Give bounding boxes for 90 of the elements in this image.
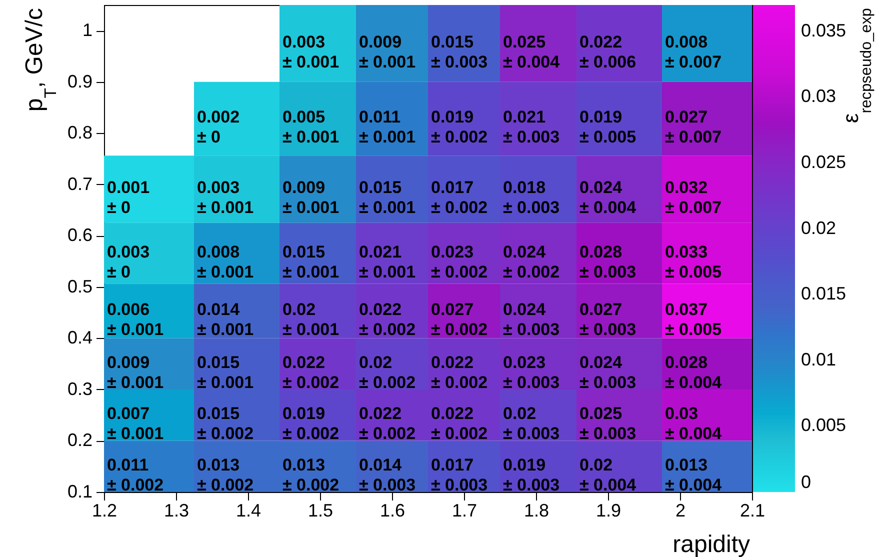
- data-label: 0.015 ± 0.001: [359, 178, 416, 218]
- data-label: 0.027 ± 0.002: [431, 300, 488, 339]
- data-label: 0.028 ± 0.004: [665, 352, 722, 392]
- data-label: 0.027 ± 0.003: [580, 300, 636, 339]
- data-label: 0.008 ± 0.007: [665, 32, 722, 72]
- data-label: 0.019 ± 0.002: [431, 108, 488, 147]
- x-tick-label: 2: [675, 500, 686, 520]
- x-tick-label: 1.3: [164, 500, 190, 520]
- data-label: 0.011 ± 0.001: [359, 108, 416, 147]
- data-label: 0.007 ± 0.001: [107, 404, 164, 444]
- data-label: 0.009 ± 0.001: [107, 352, 164, 392]
- data-label: 0.03 ± 0.004: [665, 404, 722, 444]
- data-label: 0.018 ± 0.003: [503, 178, 560, 218]
- data-label: 0.003 ± 0.001: [282, 32, 340, 72]
- color-bar-label: 0.01: [801, 349, 836, 370]
- data-label: 0.024 ± 0.004: [580, 178, 637, 218]
- data-label: 0.02 ± 0.004: [580, 455, 637, 494]
- data-label: 0.023 ± 0.002: [431, 242, 488, 282]
- x-tick-label: 1.9: [596, 500, 622, 520]
- data-label: 0.017 ± 0.003: [431, 455, 488, 494]
- data-label: 0.008 ± 0.001: [197, 242, 254, 282]
- data-label: 0.005 ± 0.001: [282, 108, 340, 147]
- y-tick-label: 0.3: [67, 378, 92, 399]
- data-label: 0.002 ± 0: [197, 108, 240, 147]
- x-tick-label: 1.2: [92, 500, 118, 520]
- data-label: 0.032 ± 0.007: [665, 178, 722, 218]
- y-tick-label: 0.8: [67, 122, 92, 143]
- data-label: 0.009 ± 0.001: [282, 178, 340, 218]
- data-label: 0.02 ± 0.003: [503, 404, 560, 444]
- y-tick-label: 0.4: [67, 328, 92, 348]
- data-label: 0.015 ± 0.001: [197, 352, 254, 392]
- y-tick-label: 0.6: [67, 225, 92, 246]
- data-label: 0.022 ± 0.002: [431, 352, 488, 392]
- data-label: 0.013 ± 0.002: [282, 455, 340, 494]
- data-label: 0.015 ± 0.002: [197, 404, 254, 444]
- color-bar-label: 0.03: [801, 86, 836, 106]
- data-label: 0.013 ± 0.004: [665, 455, 722, 494]
- data-label: 0.013 ± 0.002: [197, 455, 254, 494]
- data-label: 0.023 ± 0.003: [503, 352, 560, 392]
- x-tick-label: 1.6: [380, 500, 406, 520]
- data-label: 0.021 ± 0.001: [359, 242, 416, 282]
- data-label: 0.037 ± 0.005: [665, 300, 722, 339]
- y-tick-label: 0.7: [67, 174, 92, 194]
- x-tick-label: 2.1: [740, 500, 766, 520]
- data-label: 0.015 ± 0.003: [431, 32, 488, 72]
- data-label: 0.028 ± 0.003: [580, 242, 636, 282]
- x-tick-label: 1.7: [452, 500, 478, 520]
- color-bar-label: 0: [801, 472, 812, 492]
- data-label: 0.019 ± 0.002: [282, 404, 340, 444]
- color-bar-label: 0.015: [801, 284, 846, 304]
- color-bar-label: 0.02: [801, 218, 836, 238]
- y-tick-label: 0.2: [67, 430, 92, 450]
- x-tick-label: 1.4: [236, 500, 262, 520]
- y-tick-label: 1: [82, 20, 92, 40]
- data-label: 0.003 ± 0: [107, 242, 150, 282]
- data-label: 0.019 ± 0.003: [503, 455, 560, 494]
- data-label: 0.033 ± 0.005: [665, 242, 722, 282]
- data-label: 0.017 ± 0.002: [431, 178, 488, 218]
- data-label: 0.014 ± 0.001: [197, 300, 254, 339]
- data-label: 0.022 ± 0.006: [580, 32, 636, 72]
- data-label: 0.022 ± 0.002: [359, 300, 416, 339]
- x-axis-title: rapidity: [672, 531, 750, 557]
- data-label: 0.021 ± 0.003: [503, 108, 560, 147]
- color-bar-label: 0.035: [801, 20, 846, 40]
- data-label: 0.025 ± 0.004: [503, 32, 560, 72]
- data-label: 0.006 ± 0.001: [107, 300, 164, 339]
- data-label: 0.024 ± 0.003: [503, 300, 560, 339]
- data-label: 0.001 ± 0: [107, 178, 150, 218]
- y-tick-label: 0.5: [67, 276, 92, 296]
- data-label: 0.003 ± 0.001: [197, 178, 254, 218]
- x-tick-label: 1.5: [308, 500, 334, 520]
- data-label: 0.024 ± 0.003: [580, 352, 636, 392]
- data-label: 0.022 ± 0.002: [359, 404, 416, 444]
- data-label: 0.027 ± 0.007: [665, 108, 722, 147]
- y-tick-label: 0.9: [67, 71, 92, 92]
- data-label: 0.015 ± 0.001: [282, 242, 340, 282]
- data-label: 0.022 ± 0.002: [431, 404, 488, 444]
- data-label: 0.009 ± 0.001: [359, 32, 416, 72]
- data-label: 0.024 ± 0.002: [503, 242, 560, 282]
- color-bar-label: 0.005: [801, 415, 846, 436]
- data-label: 0.014 ± 0.003: [359, 455, 416, 494]
- data-label: 0.011 ± 0.002: [107, 455, 164, 494]
- data-label: 0.02 ± 0.002: [359, 352, 416, 392]
- data-label: 0.02 ± 0.001: [282, 300, 340, 339]
- data-label: 0.025 ± 0.003: [580, 404, 636, 444]
- y-tick-label: 0.1: [67, 482, 92, 502]
- x-tick-label: 1.8: [524, 500, 550, 520]
- data-label: 0.022 ± 0.002: [282, 352, 340, 392]
- data-label: 0.019 ± 0.005: [580, 108, 636, 147]
- color-bar-label: 0.025: [801, 152, 846, 172]
